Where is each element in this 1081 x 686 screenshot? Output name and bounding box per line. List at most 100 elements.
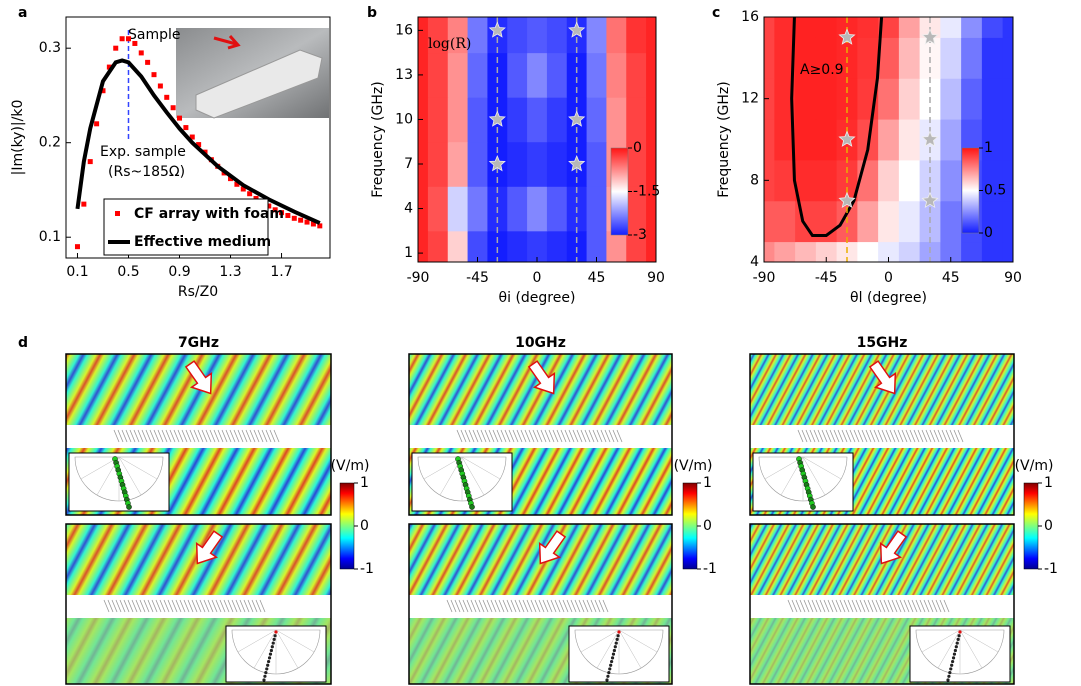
grating bbox=[787, 599, 794, 613]
data-point bbox=[298, 217, 304, 223]
polar-grid bbox=[275, 629, 315, 653]
heatmap-cell bbox=[795, 159, 817, 202]
heatmap-cell bbox=[566, 230, 588, 262]
grating bbox=[566, 599, 573, 613]
x-tick-label: 1.7 bbox=[270, 264, 292, 280]
data-point bbox=[291, 215, 297, 221]
heatmap-cell bbox=[878, 17, 900, 38]
polar-grid bbox=[80, 456, 120, 480]
grating bbox=[103, 599, 110, 613]
grating bbox=[857, 429, 864, 443]
colorbar-tick-label: -1 bbox=[360, 561, 374, 577]
grating bbox=[875, 599, 882, 613]
beam-dot bbox=[616, 634, 620, 638]
polar-grid bbox=[618, 629, 642, 669]
grating bbox=[229, 429, 236, 443]
grating bbox=[883, 599, 890, 613]
data-point bbox=[151, 72, 157, 78]
x-tick-label: -90 bbox=[753, 270, 776, 286]
grating bbox=[915, 599, 922, 613]
grating bbox=[891, 599, 898, 613]
grating bbox=[881, 429, 888, 443]
grating bbox=[147, 599, 154, 613]
beam-dot bbox=[956, 637, 960, 641]
heatmap-cell bbox=[981, 37, 1004, 79]
grating bbox=[141, 429, 148, 443]
data-point bbox=[81, 201, 87, 207]
plot-title: A≥0.9 bbox=[800, 62, 844, 78]
heatmap-cell bbox=[898, 159, 921, 202]
grating bbox=[129, 429, 136, 443]
grating bbox=[207, 599, 214, 613]
grating bbox=[552, 429, 559, 443]
grating bbox=[500, 429, 507, 443]
grating bbox=[584, 429, 591, 443]
colorbar-tick-label: -1 bbox=[703, 561, 717, 577]
grating bbox=[249, 429, 256, 443]
data-point bbox=[317, 223, 323, 229]
polar-grid bbox=[802, 456, 826, 496]
heatmap-cell bbox=[646, 230, 656, 262]
heatmap-cell bbox=[546, 97, 568, 143]
grating bbox=[139, 599, 146, 613]
heatmap bbox=[418, 17, 656, 262]
grating bbox=[155, 599, 162, 613]
y-tick-label: 4 bbox=[750, 254, 759, 270]
incident-arrow bbox=[184, 360, 213, 395]
heatmap-cell bbox=[447, 97, 469, 143]
grating bbox=[546, 599, 553, 613]
grating bbox=[251, 599, 258, 613]
grating bbox=[151, 599, 158, 613]
grating bbox=[602, 599, 609, 613]
grating bbox=[113, 429, 120, 443]
grating bbox=[933, 429, 940, 443]
heatmap-cell bbox=[774, 17, 796, 38]
grating bbox=[227, 599, 234, 613]
heatmap-cell bbox=[527, 141, 548, 187]
grating bbox=[805, 429, 812, 443]
grating bbox=[945, 429, 952, 443]
grating bbox=[582, 599, 589, 613]
grating bbox=[867, 599, 874, 613]
grating bbox=[576, 429, 583, 443]
colorbar-tick-label: 0 bbox=[984, 225, 993, 241]
data-point bbox=[157, 83, 163, 89]
grating bbox=[462, 599, 469, 613]
grating bbox=[879, 599, 886, 613]
heatmap-cell bbox=[1002, 37, 1013, 79]
incident-arrow bbox=[868, 360, 897, 395]
x-tick-label: 45 bbox=[942, 270, 960, 286]
beam-dot bbox=[273, 634, 277, 638]
heatmap-cell bbox=[418, 230, 429, 262]
grating bbox=[191, 599, 198, 613]
sample-band bbox=[750, 595, 1014, 618]
contour bbox=[790, 17, 884, 237]
colorbar bbox=[339, 482, 355, 570]
panel-label: a bbox=[18, 5, 27, 21]
heatmap-cell bbox=[467, 52, 488, 98]
frame bbox=[408, 353, 673, 516]
grating bbox=[839, 599, 846, 613]
grating bbox=[512, 429, 519, 443]
beam-dot bbox=[268, 652, 273, 656]
star-marker bbox=[488, 110, 506, 127]
heatmap-cell bbox=[487, 17, 508, 54]
beam-dot bbox=[955, 641, 959, 645]
grating bbox=[456, 429, 463, 443]
colorbar-tick-label: 0 bbox=[703, 518, 712, 534]
grating bbox=[841, 429, 848, 443]
heatmap-cell bbox=[795, 37, 817, 79]
heatmap-cell bbox=[961, 37, 983, 79]
grating bbox=[600, 429, 607, 443]
grating bbox=[919, 599, 926, 613]
grating bbox=[474, 599, 481, 613]
polar-grid bbox=[915, 629, 1005, 675]
grating bbox=[189, 429, 196, 443]
incident-arrow bbox=[879, 530, 908, 565]
heatmap-cell bbox=[606, 230, 627, 262]
grating bbox=[197, 429, 204, 443]
grating bbox=[520, 429, 527, 443]
grating bbox=[943, 599, 950, 613]
beam-dot bbox=[957, 634, 961, 638]
grating bbox=[121, 429, 128, 443]
